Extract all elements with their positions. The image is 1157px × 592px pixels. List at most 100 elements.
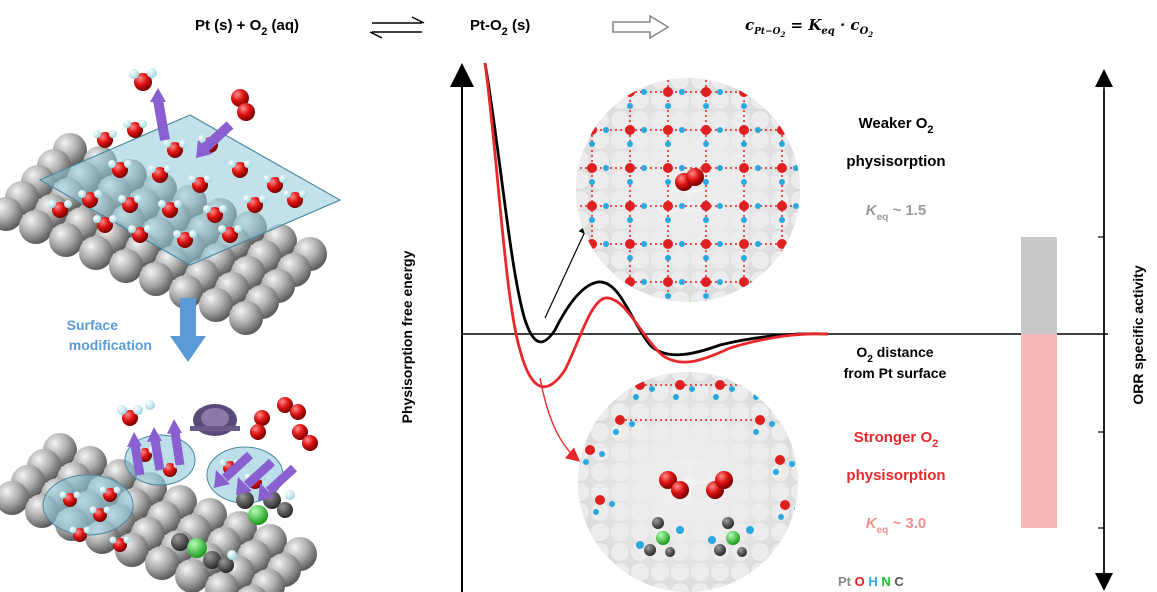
strong-physisorption-curve [483,62,829,389]
water-hydrogen [679,127,685,133]
water-hydrogen [123,120,131,128]
water-hydrogen [665,103,671,109]
water-hydrogen [113,486,121,494]
water-hydrogen [755,89,761,95]
surface-modification: Surface modification [67,298,206,362]
pt-atom-background [671,251,689,269]
water-hydrogen [779,179,785,185]
pt-atom-background [771,463,789,481]
pt-atom-background [611,423,629,441]
o2-molecules-cluster [250,397,318,451]
water-hydrogen [589,293,595,299]
water-oxygen [701,125,711,135]
pt-atom-background [711,291,729,302]
water-oxygen [739,163,749,173]
pt-atom-background [711,211,729,229]
pt-atom-background [576,151,589,169]
water-hydrogen [198,135,206,143]
pt-atom-background [731,483,749,501]
water-hydrogen [755,203,761,209]
pt-atom-background [751,503,769,521]
pt-atom-background [691,583,709,592]
pt-atom-background [711,191,729,209]
pt-atom-background [711,151,729,169]
water-hydrogen [599,451,605,457]
water-hydrogen [779,217,785,223]
water-hydrogen [174,200,182,208]
x-axis-label-line1: O2 distance [856,344,933,365]
pt-atom-background [731,463,749,481]
pt-atom-background [671,423,689,441]
pt-atom [238,585,266,592]
water-oxygen [663,125,673,135]
water-hydrogen [703,179,709,185]
water-oxygen [247,197,263,213]
water-oxygen [739,201,749,211]
ionomer-molecules [171,490,295,573]
water-hydrogen [741,255,747,261]
water-hydrogen [609,386,615,392]
water-hydrogen [603,241,609,247]
pt-atom-background [731,372,749,381]
water-oxygen [739,239,749,249]
pt-atom-background [791,211,800,229]
pt-atom-background [651,372,669,381]
pt-atom-background [771,291,789,302]
pt-atom-background [611,171,629,189]
pt-atom-background [751,111,769,129]
pt-atom-background [591,78,609,89]
water-oxygen [701,87,711,97]
pt-atom-background [631,423,649,441]
water-hydrogen [589,217,595,223]
water-oxygen [152,167,168,183]
water-hydrogen [717,241,723,247]
water-network-grid [576,78,800,302]
pt-atom-background [578,403,589,421]
pt-atom-background [631,211,649,229]
pt-atom-background [711,171,729,189]
pt-atom-background [751,131,769,149]
pt-atom-background [791,403,798,421]
pt-atom-background [591,383,609,401]
pt-atom-background [631,131,649,149]
weak-zoom-circle [576,78,800,302]
water-oxygen [73,528,87,542]
pt-atom-background [651,423,669,441]
water-oxygen [663,163,673,173]
surface-modification-label-line2: modification [69,337,152,353]
pt-atom [205,572,239,592]
water-hydrogen [673,394,679,400]
product-label: Pt-O2 (s) [470,17,530,38]
pt-atom-background [751,543,769,561]
water-oxygen [739,125,749,135]
pt-atom-background [671,78,689,89]
pt-atom-background [611,523,629,541]
pt-atom-background [591,372,609,381]
modification-arrow-shaft-icon [180,298,196,336]
water-oxygen [207,207,223,223]
pt-atom-background [631,523,649,541]
pt-atom-background [611,503,629,521]
water-hydrogen [717,203,723,209]
water-oxygen [663,201,673,211]
water-hydrogen [769,421,775,427]
water-oxygen [127,122,143,138]
pt-atom-background [578,372,589,381]
pt-atom-background [591,463,609,481]
water-oxygen [112,162,128,178]
water-hydrogen [649,386,655,392]
pt-atom-background [751,583,769,592]
pt-atom-background [578,523,589,541]
pt-atom-background [731,503,749,521]
pt-atom-background [691,483,709,501]
pt-atom-background [791,503,798,521]
pt-atom-background [591,543,609,561]
water-hydrogen [641,203,647,209]
pt-atom-background [791,171,800,189]
water-hydrogen [603,203,609,209]
pt-atom-background [651,131,669,149]
water-hydrogen [93,215,101,223]
activity-comparison: ORR specific activity [1021,69,1146,591]
pt-atom-background [751,523,769,541]
water-hydrogen [753,394,759,400]
